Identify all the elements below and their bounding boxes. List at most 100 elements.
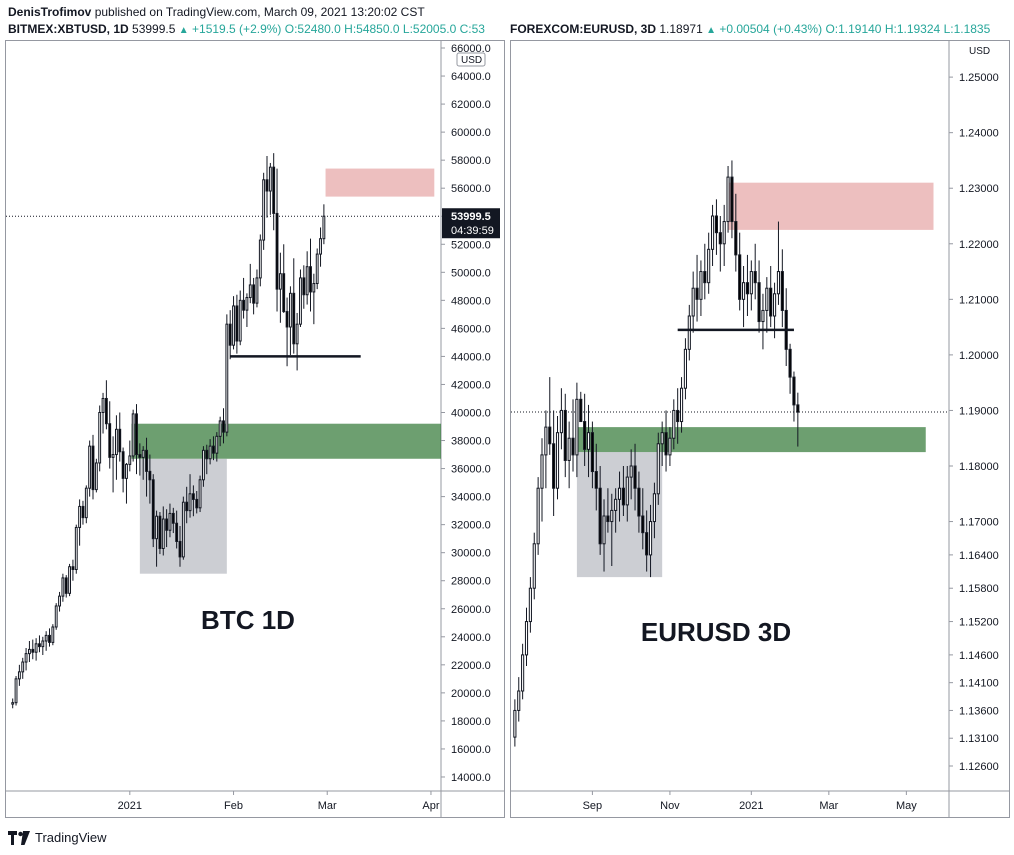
candle-body	[205, 449, 209, 460]
candle-body	[792, 376, 796, 406]
candle	[48, 628, 51, 647]
candle	[74, 524, 78, 574]
candle-body	[94, 462, 98, 491]
y-tick-label: 1.14600	[959, 650, 999, 662]
candle	[141, 446, 145, 480]
y-tick-label: 32000.0	[451, 520, 491, 532]
candle	[687, 304, 691, 361]
candle-body	[195, 498, 199, 509]
candle-body	[614, 498, 618, 511]
candle	[714, 199, 718, 255]
candle	[598, 466, 602, 555]
publish-info: DenisTrofimov published on TradingView.c…	[8, 5, 425, 19]
legend-symbol[interactable]: BITMEX:XBTUSD, 1D	[8, 22, 129, 36]
candle	[181, 496, 185, 560]
y-tick-label: 46000.0	[451, 323, 491, 335]
candle-body	[222, 420, 225, 433]
candle-body	[84, 487, 88, 519]
candle-body	[769, 287, 773, 317]
candle-body	[155, 515, 158, 540]
candle-body	[215, 435, 219, 454]
candle	[108, 401, 112, 469]
candle-body	[745, 282, 750, 295]
candle-body	[633, 465, 637, 489]
candle-body	[552, 443, 556, 489]
candle	[780, 249, 784, 328]
y-tick-label: 1.20000	[959, 350, 999, 362]
candle-body	[265, 179, 269, 192]
candle	[672, 399, 676, 450]
candle-body	[295, 323, 299, 345]
candle-body	[31, 648, 35, 653]
footer-brand[interactable]: TradingView	[35, 830, 107, 845]
candle-body	[309, 266, 312, 293]
chart-panel-eurusd[interactable]: 1.12600 1.13100 1.13600 1.14100 1.14600 1.152…	[510, 40, 1010, 818]
candle	[275, 168, 279, 312]
y-tick-label: 66000.0	[451, 43, 491, 55]
candle-body	[151, 479, 155, 540]
x-tick-label: Mar	[318, 800, 337, 812]
candle	[536, 477, 540, 555]
legend-last: 1.18971	[659, 22, 703, 36]
candle-body	[548, 426, 552, 445]
candle-body	[575, 398, 579, 456]
candle	[292, 258, 296, 354]
price-label-box	[442, 208, 500, 239]
candle-body	[718, 232, 722, 245]
candle	[315, 248, 319, 290]
candle	[617, 471, 622, 522]
y-tick-label: 22000.0	[451, 660, 491, 672]
candle	[34, 638, 38, 661]
candle	[155, 510, 158, 567]
candle	[81, 500, 85, 525]
candle	[629, 449, 633, 500]
candle-body	[101, 397, 105, 413]
candle	[17, 664, 21, 686]
candle	[621, 466, 625, 516]
candle-body	[191, 493, 195, 500]
candle	[272, 153, 276, 231]
candle-body	[289, 292, 292, 328]
candle-body	[676, 409, 680, 423]
eurusd-chart[interactable]: 1.12600 1.13100 1.13600 1.14100 1.14600 1.152…	[511, 41, 1009, 817]
candle-body	[594, 471, 598, 489]
candle-body	[285, 311, 289, 328]
y-tick-label: 44000.0	[451, 351, 491, 363]
candle-body	[161, 518, 165, 549]
candle	[258, 234, 262, 287]
chart-panel-btc[interactable]: 14000.0 16000.0 18000.0 20000.0 22000.0 24000…	[5, 40, 505, 818]
candle	[178, 526, 182, 567]
legend-change: +1519.5 (+2.9%)	[192, 22, 282, 36]
candle	[734, 193, 738, 272]
candle	[540, 438, 544, 522]
candle-body	[617, 487, 622, 500]
candle-body	[185, 501, 189, 512]
currency-label: USD	[461, 55, 482, 66]
candle-body	[513, 709, 517, 738]
author-name[interactable]: DenisTrofimov	[8, 5, 92, 19]
candle	[235, 294, 239, 354]
price-label: 53999.5	[451, 211, 491, 223]
legend-change: +0.00504 (+0.43%)	[719, 22, 823, 36]
candle-body	[761, 309, 765, 323]
candle	[567, 421, 571, 489]
candle	[322, 204, 326, 245]
candle-body	[312, 283, 316, 293]
btc-chart[interactable]: 14000.0 16000.0 18000.0 20000.0 22000.0 24000…	[6, 41, 504, 817]
candle	[319, 227, 322, 267]
candle	[101, 392, 105, 434]
candle-body	[730, 176, 734, 223]
candle	[24, 648, 28, 671]
candle-body	[679, 387, 684, 423]
x-tick-label: Apr	[422, 800, 439, 812]
legend-symbol[interactable]: FOREXCOM:EURUSD, 3D	[510, 22, 657, 36]
candle-body	[292, 292, 296, 345]
candle	[282, 244, 286, 313]
candle-body	[131, 413, 135, 457]
candle	[575, 382, 579, 478]
candle-body	[322, 215, 326, 240]
candle	[652, 482, 656, 539]
candle-body	[74, 526, 78, 571]
candle-body	[268, 166, 272, 192]
candle-body	[567, 437, 571, 461]
